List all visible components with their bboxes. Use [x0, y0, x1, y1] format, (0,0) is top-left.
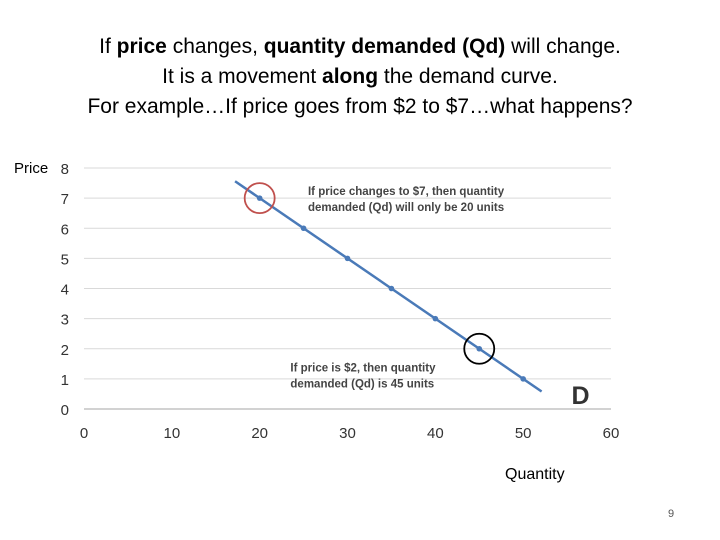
highlight-circle-45-2 [463, 332, 496, 365]
y-tick-label-2: 2 [61, 342, 69, 359]
x-tick-label-10: 10 [163, 425, 180, 442]
data-point-35-4 [388, 285, 395, 292]
y-tick-label-7: 7 [61, 191, 69, 208]
title-line-2-run-1: It is a movement [162, 65, 323, 88]
y-tick-label-3: 3 [61, 312, 69, 329]
annotation-2-line-1: If price is $2, then quantity [290, 362, 436, 374]
y-axis-label: Price [14, 160, 49, 177]
page-number: 9 [668, 508, 675, 520]
x-tick-label-60: 60 [603, 425, 620, 442]
data-point-30-5 [344, 255, 351, 262]
title-line-1-run-4: quantity demanded (Qd) [263, 35, 506, 58]
y-tick-label-8: 8 [61, 161, 69, 178]
title-line-1-run-5: will change. [505, 35, 621, 58]
data-point-20-7 [256, 195, 263, 201]
slide-title: If price changes, quantity demanded (Qd)… [0, 32, 720, 122]
title-line-2-run-2: along [322, 65, 379, 88]
y-tick-label-6: 6 [61, 221, 69, 238]
title-line-1-run-2: price [116, 35, 167, 58]
annotation-1-line-2: demanded (Qd) will only be 20 units [308, 202, 504, 214]
x-tick-label-0: 0 [80, 425, 88, 442]
title-line-2: It is a movement along the demand curve. [0, 62, 720, 92]
title-line-1-run-3: changes, [166, 35, 264, 58]
annotation-1-line-1: If price changes to $7, then quantity [308, 186, 505, 198]
x-axis-label: Quantity [505, 466, 565, 483]
annotation-2-line-2: demanded (Qd) is 45 units [290, 378, 434, 390]
x-tick-label-20: 20 [251, 425, 268, 442]
title-line-2-run-3: the demand curve. [378, 65, 558, 88]
y-tick-label-0: 0 [61, 402, 69, 419]
x-tick-label-30: 30 [339, 425, 356, 442]
x-tick-label-50: 50 [515, 425, 532, 442]
data-point-45-2 [476, 345, 483, 352]
y-tick-label-4: 4 [61, 282, 69, 299]
title-line-1-run-1: If [99, 35, 117, 58]
title-line-3: For example…If price goes from $2 to $7…… [0, 92, 720, 122]
demand-line [234, 180, 543, 393]
highlight-circle-20-7 [243, 182, 276, 215]
y-tick-label-1: 1 [61, 372, 69, 389]
title-line-3-run-1: For example…If price goes from $2 to $7…… [87, 95, 633, 118]
x-tick-label-40: 40 [427, 425, 444, 442]
data-point-50-1 [520, 376, 526, 382]
data-point-25-6 [300, 225, 307, 232]
y-tick-label-5: 5 [61, 251, 69, 268]
data-point-40-3 [432, 315, 439, 322]
curve-label-d: D [571, 382, 589, 410]
title-line-1: If price changes, quantity demanded (Qd)… [0, 32, 720, 62]
